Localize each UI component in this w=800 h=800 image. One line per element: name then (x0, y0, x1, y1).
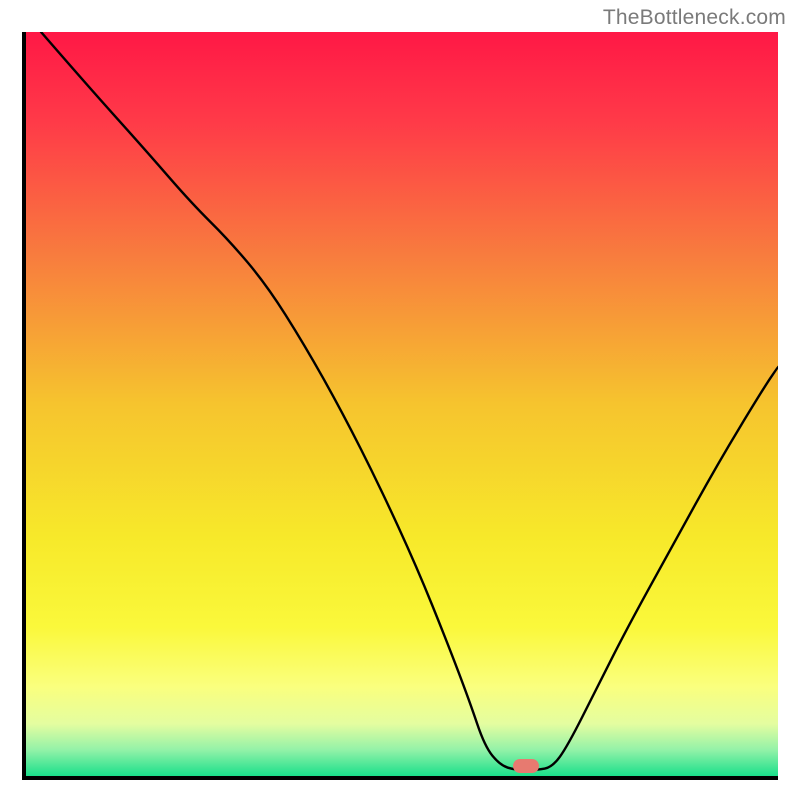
watermark-text: TheBottleneck.com (603, 6, 786, 30)
plot-area (22, 32, 778, 780)
bottleneck-curve (26, 32, 778, 776)
curve-path (41, 32, 778, 770)
optimal-point-marker (513, 759, 539, 773)
